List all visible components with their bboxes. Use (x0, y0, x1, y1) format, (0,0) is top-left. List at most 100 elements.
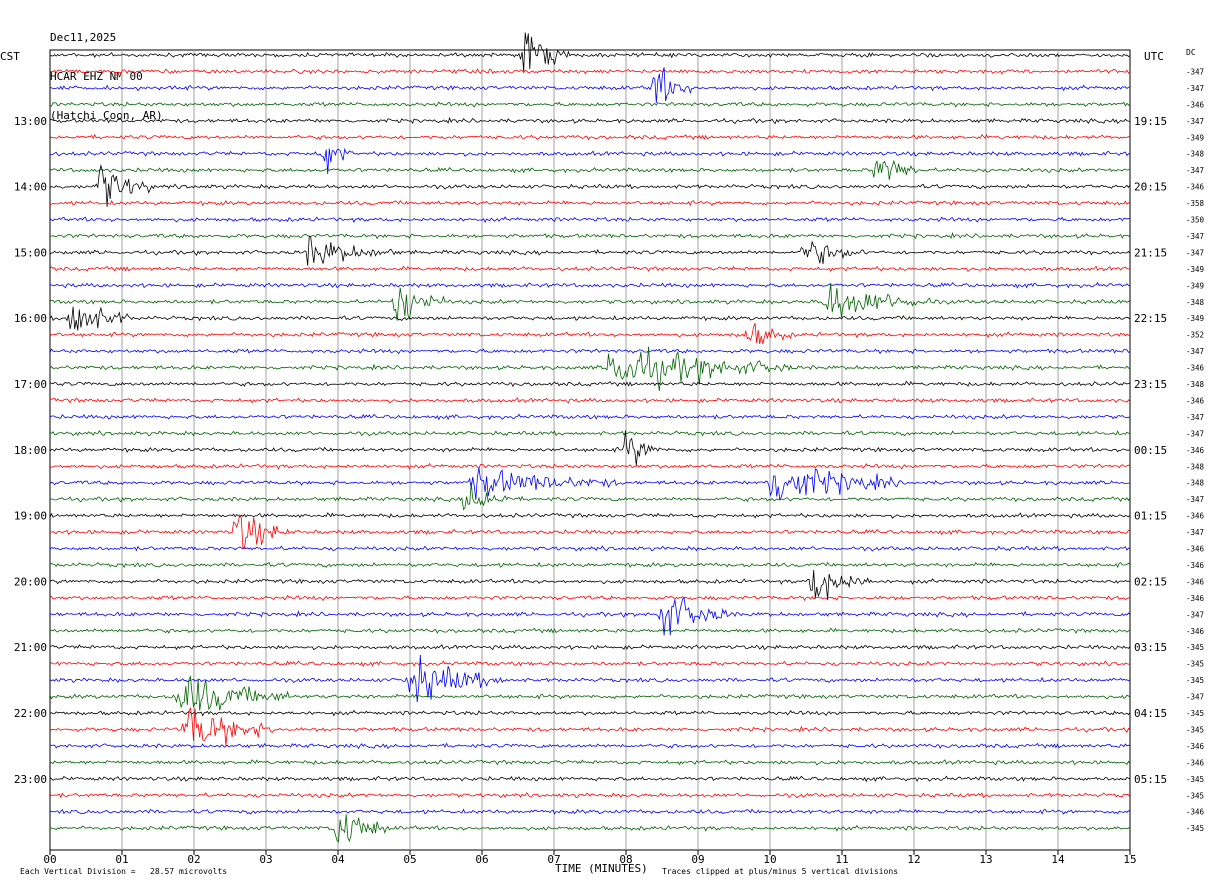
trace-row-25 (49, 462, 1131, 470)
dc-offset-label: -347 (1186, 248, 1204, 257)
trace-row-6 (49, 147, 1131, 175)
right-hour-label: 01:15 (1134, 510, 1167, 523)
trace-row-7 (49, 159, 1131, 180)
trace-row-20 (49, 380, 1131, 388)
x-tick-label: 06 (475, 853, 488, 866)
trace-row-26 (49, 467, 1131, 501)
dc-offset-label: -346 (1186, 545, 1205, 554)
right-hour-label: 23:15 (1134, 378, 1167, 391)
right-hour-label: 05:15 (1134, 773, 1167, 786)
dc-offset-label: -345 (1186, 725, 1204, 734)
dc-offset-label: -349 (1186, 314, 1204, 323)
dc-offset-label: -347 (1186, 528, 1204, 537)
trace-row-30 (49, 545, 1131, 552)
trace-row-42 (49, 742, 1131, 750)
trace-row-16 (49, 306, 1131, 331)
trace-row-23 (49, 430, 1131, 437)
dc-offset-label: -347 (1186, 166, 1204, 175)
dc-offset-label: -350 (1186, 216, 1205, 225)
left-hour-label: 14:00 (14, 181, 47, 194)
trace-row-33 (49, 594, 1131, 602)
dc-offset-label: -346 (1186, 758, 1205, 767)
right-timezone-label: UTC (1144, 50, 1164, 63)
trace-row-41 (49, 707, 1131, 746)
x-tick-label: 12 (907, 853, 920, 866)
right-hour-label: 22:15 (1134, 312, 1167, 325)
dc-offset-label: -346 (1186, 808, 1205, 817)
dc-offset-label: -352 (1186, 331, 1204, 340)
dc-offset-label: -346 (1186, 364, 1205, 373)
dc-offset-label: -347 (1186, 429, 1204, 438)
trace-row-39 (49, 675, 1131, 711)
trace-row-17 (49, 322, 1131, 344)
x-tick-label: 15 (1123, 853, 1136, 866)
left-hour-label: 15:00 (14, 246, 47, 259)
dc-offset-label: -345 (1186, 676, 1204, 685)
right-hour-label: 03:15 (1134, 641, 1167, 654)
dc-offset-label: -346 (1186, 627, 1205, 636)
left-hour-label: 20:00 (14, 575, 47, 588)
trace-row-34 (49, 597, 1131, 636)
trace-row-1 (49, 68, 1131, 75)
dc-offset-label: -345 (1186, 824, 1204, 833)
trace-row-8 (49, 164, 1131, 207)
trace-row-9 (49, 199, 1131, 207)
trace-row-24 (49, 430, 1131, 466)
trace-row-10 (49, 216, 1131, 224)
dc-offset-label: -346 (1186, 742, 1205, 751)
trace-row-29 (49, 513, 1131, 550)
dc-offset-label: -345 (1186, 791, 1204, 800)
dc-offset-label: -348 (1186, 462, 1205, 471)
x-tick-label: 08 (619, 853, 632, 866)
trace-row-19 (49, 346, 1131, 392)
trace-row-11 (49, 231, 1131, 240)
dc-offset-label: -349 (1186, 281, 1204, 290)
footer-clip: Traces clipped at plus/minus 5 vertical … (662, 867, 899, 876)
dc-offset-label: -347 (1186, 347, 1204, 356)
dc-offset-label: -346 (1186, 183, 1205, 192)
x-tick-label: 09 (691, 853, 704, 866)
dc-offset-label: -347 (1186, 117, 1204, 126)
left-hour-label: 16:00 (14, 312, 47, 325)
trace-row-44 (49, 775, 1131, 783)
dc-offset-label: -348 (1186, 380, 1205, 389)
right-hour-label: 21:15 (1134, 246, 1167, 259)
dc-offset-label: -346 (1186, 446, 1205, 455)
x-tick-label: 14 (1051, 853, 1065, 866)
footer-scale: Each Vertical Division = 28.57 microvolt… (20, 867, 228, 876)
dc-label: DC (1186, 48, 1196, 57)
x-tick-label: 04 (331, 853, 345, 866)
x-tick-label: 11 (835, 853, 848, 866)
dc-offset-label: -347 (1186, 610, 1204, 619)
dc-offset-label: -347 (1186, 693, 1204, 702)
x-tick-label: 13 (979, 853, 992, 866)
dc-offset-label: -346 (1186, 100, 1205, 109)
x-tick-label: 00 (43, 853, 56, 866)
trace-row-3 (49, 101, 1131, 108)
dc-offset-label: -345 (1186, 643, 1204, 652)
left-hour-label: 19:00 (14, 510, 47, 523)
left-hour-label: 18:00 (14, 444, 47, 457)
trace-row-43 (49, 759, 1131, 766)
trace-row-27 (49, 482, 1131, 511)
trace-row-37 (49, 660, 1131, 668)
dc-offset-label: -346 (1186, 512, 1205, 521)
trace-row-46 (49, 808, 1131, 815)
trace-row-18 (49, 348, 1131, 355)
dc-offset-label: -348 (1186, 150, 1205, 159)
dc-offset-label: -349 (1186, 265, 1204, 274)
trace-row-21 (49, 397, 1131, 404)
trace-row-35 (49, 627, 1131, 634)
trace-row-4 (49, 116, 1131, 125)
plot-frame (49, 49, 1131, 851)
header-date: Dec11,2025 (50, 31, 117, 44)
left-hour-label: 23:00 (14, 773, 47, 786)
dc-offset-label: -346 (1186, 594, 1205, 603)
left-hour-label: 22:00 (14, 707, 47, 720)
dc-offset-label: -347 (1186, 495, 1204, 504)
trace-row-47 (49, 814, 1131, 843)
dc-offset-label: -358 (1186, 199, 1205, 208)
trace-row-28 (49, 512, 1131, 519)
trace-row-2 (49, 67, 1131, 104)
